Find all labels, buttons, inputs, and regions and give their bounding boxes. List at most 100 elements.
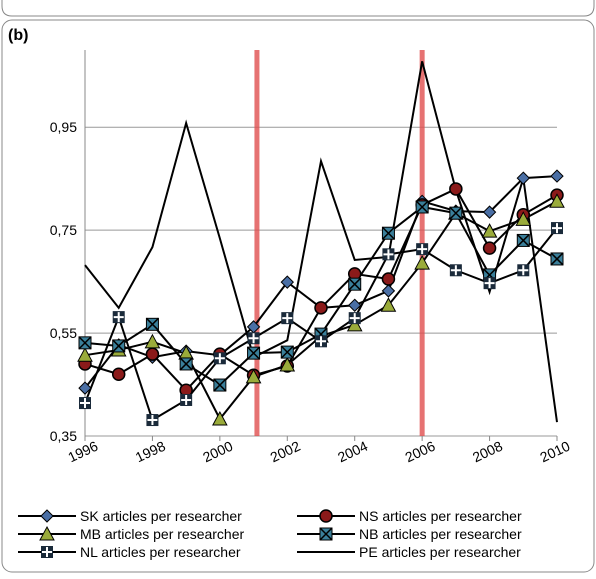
legend-label: NS articles per researcher (359, 508, 522, 524)
y-tick-label: 0,95 (50, 119, 77, 135)
marker-shape (380, 297, 397, 312)
marker (516, 233, 530, 247)
marker-shape (39, 525, 55, 541)
marker-shape (214, 353, 225, 364)
marker-shape (78, 336, 92, 350)
marker (212, 410, 228, 426)
marker (517, 264, 530, 277)
marker (381, 284, 396, 298)
y-tick-label: 0,35 (50, 428, 77, 444)
legend-label: SK articles per researcher (80, 508, 242, 524)
marker (416, 243, 429, 256)
marker-shape (349, 313, 360, 324)
marker-shape (381, 226, 395, 240)
marker-shape (319, 509, 333, 523)
marker (415, 200, 429, 214)
marker-shape (550, 169, 564, 183)
marker (380, 297, 397, 312)
marker (247, 332, 260, 345)
marker-shape (179, 357, 193, 371)
marker (482, 241, 497, 255)
marker-shape (348, 298, 362, 312)
marker (280, 345, 294, 359)
x-tick-label: 2000 (200, 438, 235, 466)
marker-shape (280, 275, 294, 289)
marker-shape (381, 284, 396, 298)
marker (111, 367, 126, 381)
panel-frame (1, 19, 595, 573)
marker-shape (42, 547, 52, 557)
marker (550, 252, 564, 266)
marker (39, 525, 55, 541)
marker-shape (482, 241, 497, 255)
marker-shape (552, 223, 562, 234)
marker (348, 277, 362, 291)
y-tick-label: 0,75 (50, 222, 77, 238)
marker (550, 169, 564, 183)
x-tick-label: 2008 (470, 438, 505, 466)
marker (449, 182, 463, 196)
legend-label: MB articles per researcher (80, 526, 245, 542)
marker (381, 272, 396, 286)
marker (515, 211, 532, 226)
marker-shape (319, 527, 333, 541)
marker-shape (518, 265, 529, 276)
marker-shape (78, 381, 92, 395)
marker (346, 316, 363, 332)
marker (213, 378, 227, 392)
marker-shape (516, 233, 530, 247)
marker (179, 357, 193, 371)
marker-shape (212, 410, 228, 426)
marker-shape (145, 347, 160, 361)
marker (483, 277, 496, 290)
marker-shape (77, 347, 93, 362)
marker-shape (245, 368, 262, 384)
x-tick-label: 2002 (268, 438, 303, 466)
marker-shape (314, 301, 328, 315)
marker (281, 312, 294, 325)
marker-shape (550, 252, 564, 266)
marker-shape (144, 333, 161, 349)
marker-shape (484, 278, 495, 289)
marker (482, 205, 497, 219)
marker-shape (248, 333, 259, 344)
legend-label: NL articles per researcher (80, 544, 241, 560)
marker (146, 414, 159, 427)
marker-shape (549, 193, 565, 208)
marker (348, 312, 361, 325)
marker-shape (145, 317, 159, 331)
marker (348, 298, 362, 312)
marker-shape (348, 277, 362, 291)
legend-label: PE articles per researcher (359, 544, 521, 560)
marker-shape (415, 200, 429, 214)
marker (180, 393, 193, 406)
previous-panel-edge (1, 0, 595, 17)
marker (280, 275, 294, 289)
marker (79, 397, 91, 410)
legend-label: NB articles per researcher (359, 526, 522, 542)
marker (481, 223, 498, 238)
marker-shape (516, 171, 530, 185)
marker-shape (346, 316, 363, 332)
marker-shape (481, 223, 498, 238)
marker-shape (316, 336, 326, 347)
marker-shape (40, 509, 54, 523)
marker (145, 347, 160, 361)
marker-shape (80, 398, 90, 409)
x-tick-label: 1998 (133, 438, 168, 466)
marker (112, 311, 125, 324)
marker-shape (383, 249, 394, 260)
marker-shape (282, 313, 293, 324)
marker (112, 339, 126, 353)
marker-shape (111, 367, 126, 381)
marker-shape (112, 339, 126, 353)
marker-shape (417, 244, 428, 255)
marker (77, 347, 93, 362)
marker-shape (113, 312, 124, 323)
marker-shape (515, 211, 532, 226)
marker (549, 193, 565, 208)
marker (319, 509, 333, 523)
marker-shape (381, 272, 396, 286)
